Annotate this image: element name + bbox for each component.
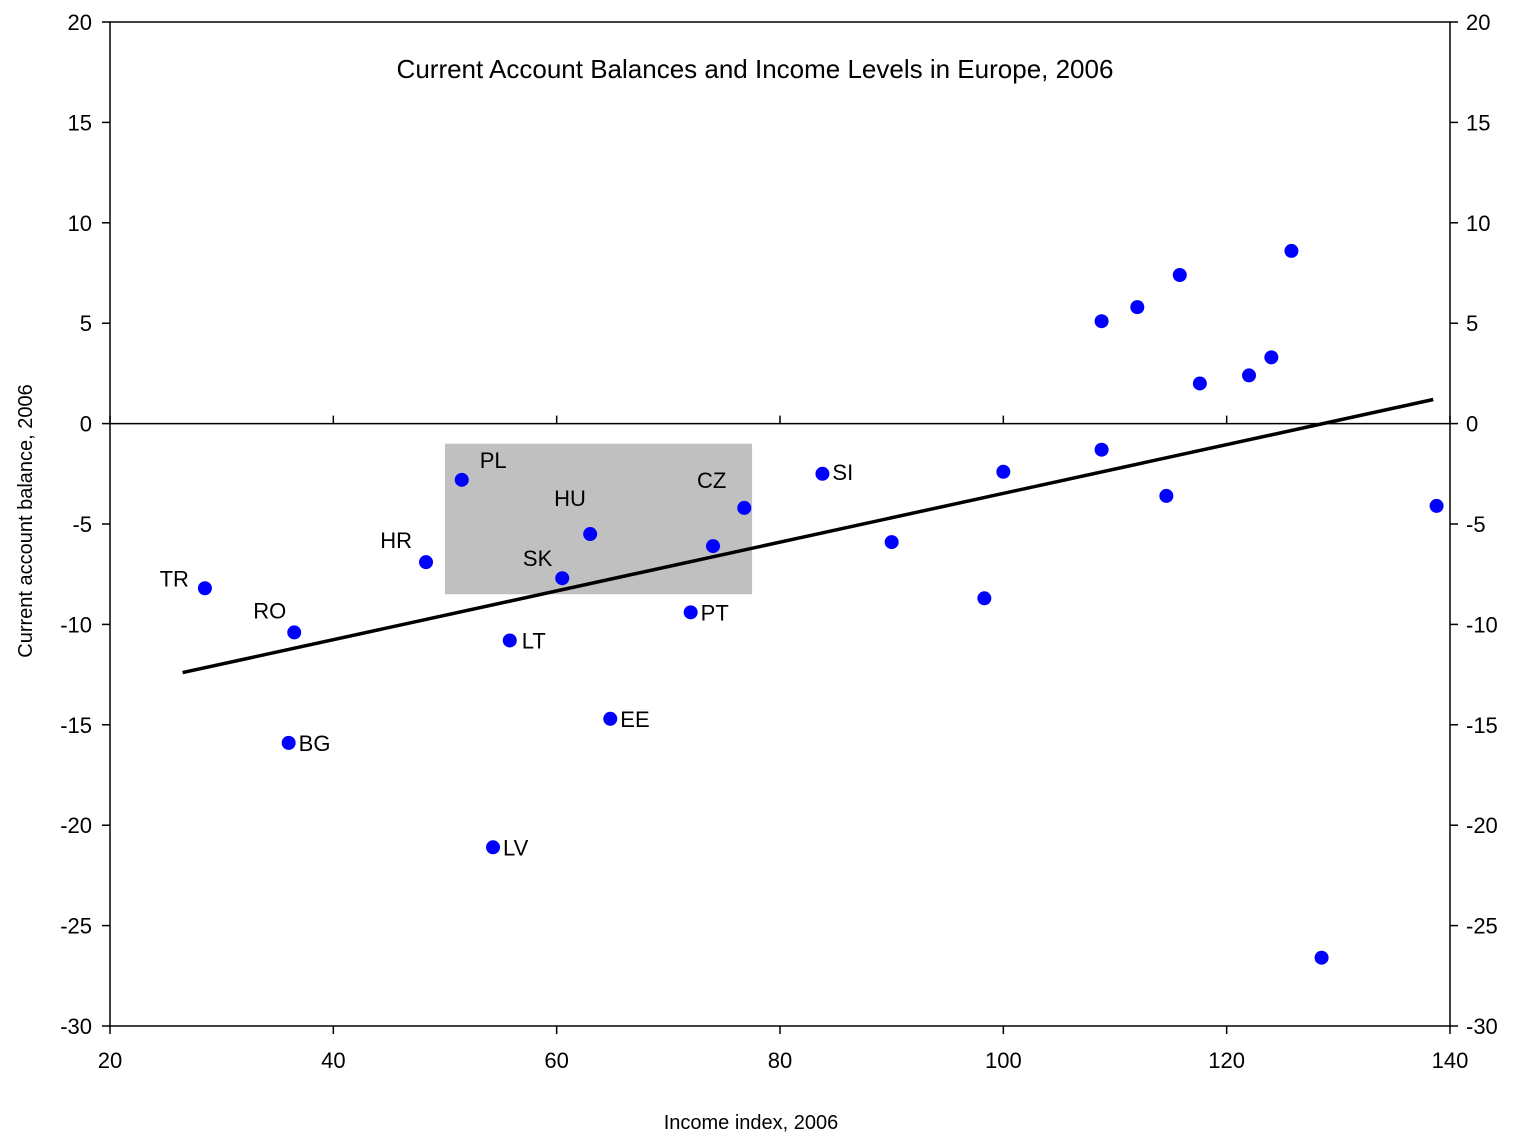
data-point [706,539,720,553]
point-label: SK [523,546,553,571]
x-tick-label: 20 [98,1048,122,1073]
data-point [486,840,500,854]
x-tick-label: 100 [985,1048,1022,1073]
data-point [737,501,751,515]
y-tick-label-left: 20 [68,10,92,35]
y-tick-label-left: -5 [72,512,92,537]
y-tick-label-left: -15 [60,713,92,738]
x-tick-label: 140 [1432,1048,1469,1073]
y-tick-label-left: 5 [80,311,92,336]
y-tick-label-left: 15 [68,110,92,135]
data-point [198,581,212,595]
data-point [455,473,469,487]
y-tick-label-left: -30 [60,1014,92,1039]
point-label: TR [160,566,189,591]
y-tick-label-right: 20 [1466,10,1490,35]
point-label: RO [253,598,286,623]
trendline [183,400,1434,673]
data-point [1159,489,1173,503]
x-axis-title: Income index, 2006 [664,1112,839,1134]
y-axis-title: Current account balance, 2006 [15,384,37,658]
data-point [555,571,569,585]
point-label: CZ [697,468,726,493]
data-point [1173,268,1187,282]
x-tick-label: 80 [768,1048,792,1073]
y-tick-label-right: 15 [1466,110,1490,135]
data-point [419,555,433,569]
data-point [977,591,991,605]
y-tick-label-left: -25 [60,914,92,939]
point-label: LT [522,628,546,653]
x-tick-label: 40 [321,1048,345,1073]
point-label: BG [299,731,331,756]
y-tick-label-right: -25 [1466,914,1498,939]
point-label: SI [832,460,853,485]
plot-frame [110,22,1450,1026]
data-point [1284,244,1298,258]
point-label: EE [620,707,649,732]
data-point [684,605,698,619]
y-tick-label-left: -20 [60,813,92,838]
data-point [1242,368,1256,382]
y-tick-label-right: -15 [1466,713,1498,738]
data-point [1315,951,1329,965]
point-label: HU [554,486,586,511]
y-tick-label-right: -10 [1466,612,1498,637]
point-label: HR [380,528,412,553]
data-point [282,736,296,750]
chart-title: Current Account Balances and Income Leve… [397,54,1114,84]
data-point [603,712,617,726]
data-point [1430,499,1444,513]
data-point [996,465,1010,479]
data-point [287,625,301,639]
data-point [1193,376,1207,390]
point-label: PL [480,448,507,473]
data-points: TR RO BG HR PL LV LT SK HU EE PT CZ SI [160,244,1444,965]
point-label: PT [701,600,729,625]
y-tick-label-left: 10 [68,211,92,236]
y-tick-label-right: -20 [1466,813,1498,838]
data-point [885,535,899,549]
y-tick-label-left: 0 [80,412,92,437]
data-point [1095,443,1109,457]
x-tick-label: 120 [1208,1048,1245,1073]
point-label: LV [503,835,529,860]
x-tick-label: 60 [544,1048,568,1073]
y-tick-label-right: -30 [1466,1014,1498,1039]
y-tick-label-right: -5 [1466,512,1486,537]
y-tick-label-right: 0 [1466,412,1478,437]
data-point [815,467,829,481]
y-tick-label-right: 5 [1466,311,1478,336]
data-point [1095,314,1109,328]
data-point [583,527,597,541]
data-point [1264,350,1278,364]
data-point [1130,300,1144,314]
data-point [503,633,517,647]
y-tick-label-left: -10 [60,612,92,637]
y-tick-label-right: 10 [1466,211,1490,236]
